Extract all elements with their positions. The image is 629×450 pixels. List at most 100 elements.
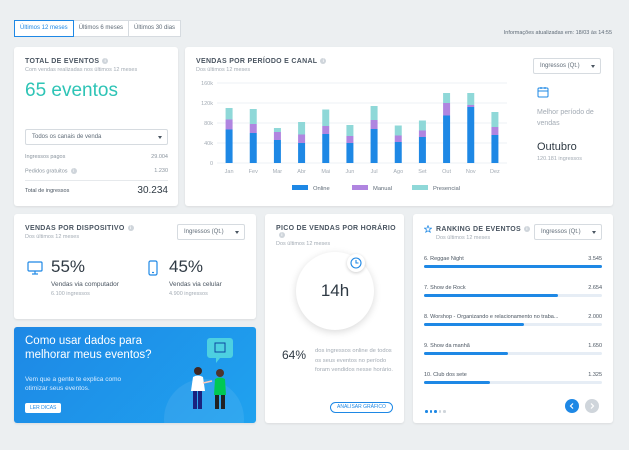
pagination-dots xyxy=(425,410,446,413)
chevron-down-icon xyxy=(235,231,239,234)
bar-online xyxy=(322,134,330,163)
ranking-event-name: 7. Show de Rock xyxy=(424,285,466,291)
ranking-event-value: 1.650 xyxy=(588,343,602,349)
calendar-icon xyxy=(537,87,549,98)
ranking-bar-track xyxy=(424,352,602,355)
x-tick-label: Set xyxy=(418,169,427,175)
promo-card: Como usar dados para melhorar meus event… xyxy=(14,327,256,423)
sales-device-subtitle: Dos últimos 12 meses xyxy=(25,234,80,240)
prev-page-button[interactable] xyxy=(565,399,579,413)
ranking-bar xyxy=(424,265,602,268)
mobile-tickets: 4.900 ingressos xyxy=(169,291,208,297)
ranking-subtitle: Dos últimos 12 meses xyxy=(436,235,491,241)
ranking-bar-track xyxy=(424,323,602,326)
star-icon xyxy=(423,224,433,234)
bar-presencial xyxy=(346,125,354,136)
ranking-event-value: 2.000 xyxy=(588,314,602,320)
sales-period-subtitle: Dos últimos 12 meses xyxy=(196,67,251,73)
ranking-row[interactable]: 8. Worshop - Organizando e relacionament… xyxy=(424,314,602,343)
info-icon[interactable]: i xyxy=(524,226,531,232)
channel-select[interactable]: Todos os canais de venda xyxy=(25,129,168,145)
peak-hour-card: PICO DE VENDAS POR HORÁRIOi Dos últimos … xyxy=(265,214,404,423)
pagination-dot[interactable] xyxy=(429,410,432,413)
ranking-event-value: 3.545 xyxy=(588,256,602,262)
chevron-down-icon xyxy=(591,65,595,68)
ranking-metric-select[interactable]: Ingressos (Qt.) xyxy=(534,224,602,240)
tab-6-months[interactable]: Últimos 6 meses xyxy=(73,20,130,37)
bar-online xyxy=(273,140,281,163)
bar-online xyxy=(298,143,306,163)
ranking-list: 6. Reggae Night 3.545 7. Show de Rock 2.654… xyxy=(424,256,602,401)
x-tick-label: Mar xyxy=(273,169,283,175)
sales-device-card: VENDAS POR DISPOSITIVO i Dos últimos 12 m… xyxy=(14,214,256,319)
bar-online xyxy=(491,135,499,163)
total-tickets-label: Total de ingressos xyxy=(25,187,70,194)
x-tick-label: Jul xyxy=(371,169,378,175)
promo-title: Como usar dados para melhorar meus event… xyxy=(25,335,152,361)
mobile-label: Vendas via celular xyxy=(169,281,222,288)
legend-label: Manual xyxy=(373,186,392,192)
bar-presencial xyxy=(298,122,306,135)
ranking-row[interactable]: 7. Show de Rock 2.654 xyxy=(424,285,602,314)
computer-icon xyxy=(27,261,43,275)
bar-presencial xyxy=(394,125,402,136)
bar-online xyxy=(346,143,354,163)
pagination-dot[interactable] xyxy=(434,410,437,413)
computer-label: Vendas via computador xyxy=(51,281,119,288)
info-icon[interactable]: i xyxy=(102,58,109,65)
mobile-percent: 45% xyxy=(169,257,204,276)
device-metric-select[interactable]: Ingressos (Qt.) xyxy=(177,224,245,240)
y-tick-label: 0 xyxy=(210,161,213,167)
info-icon[interactable]: i xyxy=(320,58,327,65)
best-period-label: Melhor período de vendas xyxy=(537,109,594,127)
period-tabs: Últimos 12 meses Últimos 6 meses Últimos… xyxy=(14,20,182,37)
tab-12-months[interactable]: Últimos 12 meses xyxy=(14,20,74,37)
x-tick-label: Out xyxy=(442,169,451,175)
metric-select-value: Ingressos (Qt.) xyxy=(540,63,580,69)
bar-presencial xyxy=(322,109,330,126)
tab-30-days[interactable]: Últimos 30 dias xyxy=(129,20,182,37)
ranking-row[interactable]: 6. Reggae Night 3.545 xyxy=(424,256,602,285)
free-orders-label: Pedidos gratuitos xyxy=(25,168,68,175)
next-page-button[interactable] xyxy=(585,399,599,413)
ranking-event-name: 10. Club dos sete xyxy=(424,372,467,378)
sales-bar-chart: 160k 120k 80k 40k 0 Jan Fev Mar Abr Mai Jun Jul Ago S… xyxy=(201,81,507,192)
info-icon[interactable]: i xyxy=(127,225,134,232)
clock-icon xyxy=(347,254,365,272)
legend-swatch xyxy=(352,185,368,190)
total-events-title: TOTAL DE EVENTOS xyxy=(25,58,100,65)
pagination-dot[interactable] xyxy=(443,410,446,413)
ranking-bar-track xyxy=(424,265,602,268)
bar-presencial xyxy=(249,109,257,124)
ranking-bar xyxy=(424,323,524,326)
ranking-row[interactable]: 9. Show da manhã 1.650 xyxy=(424,343,602,372)
y-tick-label: 40k xyxy=(204,141,213,147)
peak-hour-title: PICO DE VENDAS POR HORÁRIO xyxy=(276,225,396,232)
ranking-row[interactable]: 10. Club dos sete 1.325 xyxy=(424,372,602,401)
bar-online xyxy=(225,129,233,163)
chevron-left-icon xyxy=(569,403,574,409)
pagination-dot[interactable] xyxy=(425,410,428,413)
total-events-subtitle: Com vendas realizadas nos últimos 12 mes… xyxy=(25,67,138,73)
device-metric-select-value: Ingressos (Qt.) xyxy=(184,229,224,235)
read-tips-button[interactable]: LER DICAS xyxy=(25,403,62,413)
ranking-bar-track xyxy=(424,381,602,384)
info-icon[interactable]: i xyxy=(70,168,77,174)
bar-manual xyxy=(322,126,330,134)
analyze-chart-button[interactable]: ANALISAR GRÁFICO xyxy=(330,402,393,413)
bar-online xyxy=(370,129,378,163)
pagination-dot[interactable] xyxy=(438,410,441,413)
bar-manual xyxy=(491,127,499,135)
x-tick-label: Abr xyxy=(297,169,306,175)
bar-manual xyxy=(370,120,378,129)
best-period-value: 120.181 ingressos xyxy=(537,156,582,162)
bar-manual xyxy=(418,130,426,137)
metric-select[interactable]: Ingressos (Qt.) xyxy=(533,58,601,74)
sales-period-title: VENDAS POR PERÍODO E CANAL xyxy=(196,58,318,65)
y-tick-label: 120k xyxy=(201,101,213,107)
info-icon[interactable]: i xyxy=(279,232,285,239)
x-tick-label: Nov xyxy=(466,169,476,175)
peak-hour-value: 14h xyxy=(320,281,350,300)
bar-presencial xyxy=(225,108,233,120)
bar-manual xyxy=(225,119,233,130)
